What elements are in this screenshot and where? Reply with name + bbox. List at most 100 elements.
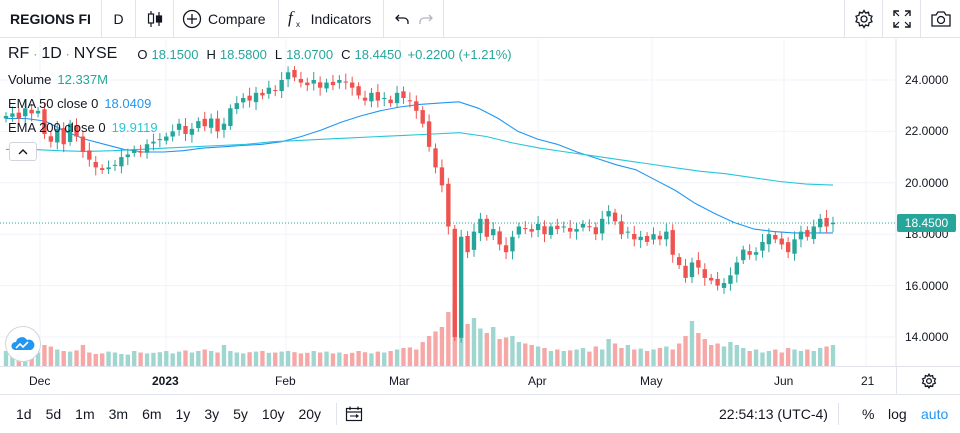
candlestick-icon [147,10,162,27]
snapshot-button[interactable] [920,0,960,38]
candle [260,88,265,100]
candle [670,224,675,263]
candle [709,274,714,285]
candle [394,85,400,109]
volume-bar [208,351,214,366]
volume-bar [132,351,137,366]
volume-bar [728,342,733,366]
indicator-value: 18.0409 [104,96,152,111]
candle [317,76,323,96]
candle [760,233,765,258]
volume-bar [689,321,695,366]
volume-bar [324,351,329,366]
volume-bar [702,339,707,366]
range-1y-button[interactable]: 1y [175,406,191,422]
range-6m-button[interactable]: 6m [142,406,162,422]
symbol-search-button[interactable]: REGIONS FI [0,0,102,38]
time-label: Feb [275,374,296,388]
ema50-indicator-legend[interactable]: EMA 50 close 0 18.0409 [8,96,151,111]
timezone-clock[interactable]: 22:54:13 (UTC-4) [719,406,828,422]
time-label: Mar [389,374,410,388]
candle [817,213,823,234]
legend-close-value: 18.4450 [354,46,402,62]
auto-scale-toggle[interactable]: auto [921,406,949,422]
range-5d-button[interactable]: 5d [45,406,62,422]
volume-bar [241,353,246,366]
log-scale-toggle[interactable]: log [888,406,907,422]
price-tick-label: 24.0000 [905,73,949,87]
volume-bar [215,352,220,366]
candle [433,143,438,174]
legend-open-label: O [137,46,148,62]
percent-scale-toggle[interactable]: % [862,406,875,422]
candle [337,75,342,89]
volume-bar [644,351,650,366]
range-5y-button[interactable]: 5y [233,406,248,422]
fullscreen-button[interactable] [882,0,920,38]
candle [497,226,502,251]
volume-indicator-legend[interactable]: Volume 12.337M [8,72,108,87]
range-20y-button[interactable]: 20y [298,406,322,422]
compare-button[interactable]: Compare [174,0,279,38]
candle [106,160,111,175]
candle [266,80,272,99]
undo-redo-group [384,0,445,38]
camera-icon [930,11,951,27]
candle [61,122,66,153]
function-icon: f x [288,9,300,29]
interval-button[interactable]: D [102,0,136,38]
range-3m-button[interactable]: 3m [108,406,129,422]
volume-bar [343,354,348,366]
volume-bar [350,352,355,366]
range-3y-button[interactable]: 3y [204,406,220,422]
candle [42,102,47,139]
legend-close-label: C [341,46,351,62]
candle [202,111,207,132]
volume-bar [824,346,829,366]
candle [279,72,284,98]
candle [112,159,118,171]
volume-bar [138,352,143,366]
volume-bar [471,318,477,366]
ema200-indicator-legend[interactable]: EMA 200 close 0 19.9119 [8,120,158,135]
volume-bar [183,350,188,366]
range-1m-button[interactable]: 1m [75,406,95,422]
volume-bar [99,353,105,366]
undo-icon[interactable] [394,12,410,26]
volume-bar [523,343,528,366]
candle [388,95,393,107]
axis-settings-button[interactable] [896,367,960,395]
candle [619,214,624,240]
tradingview-logo[interactable] [5,326,41,362]
volume-bar [157,352,163,366]
volume-bar [619,348,624,366]
candle [80,131,86,158]
candle [439,159,445,193]
candle [766,228,772,253]
candle [510,230,515,260]
gear-icon [921,373,936,389]
indicators-button[interactable]: f x Indicators [279,0,385,38]
volume-bar [74,350,79,366]
candle [702,263,707,286]
chart-pane[interactable]: RF · 1D · NYSE O 18.1500 H 18.5800 L 18.… [0,39,960,366]
candle [593,222,598,241]
range-1d-button[interactable]: 1d [16,406,32,422]
candle [16,107,22,125]
candle [330,74,336,91]
collapse-legend-button[interactable] [9,142,37,161]
candle [574,223,579,240]
volume-bar [817,348,823,366]
chart-type-button[interactable] [136,0,174,38]
candle [208,113,214,134]
price-chart[interactable] [0,39,960,366]
bottom-toolbar: 1d 5d 1m 3m 6m 1y 3y 5y 10y 20y 22:54:13… [0,394,960,433]
goto-date-button[interactable] [345,406,363,422]
range-10y-button[interactable]: 10y [261,406,285,422]
redo-icon[interactable] [418,12,434,26]
volume-bar [35,352,41,366]
time-axis[interactable]: Dec 2023 Feb Mar Apr May Jun 21 [0,366,960,395]
volume-bar [144,353,150,366]
settings-button[interactable] [844,0,882,38]
candle [689,257,695,284]
